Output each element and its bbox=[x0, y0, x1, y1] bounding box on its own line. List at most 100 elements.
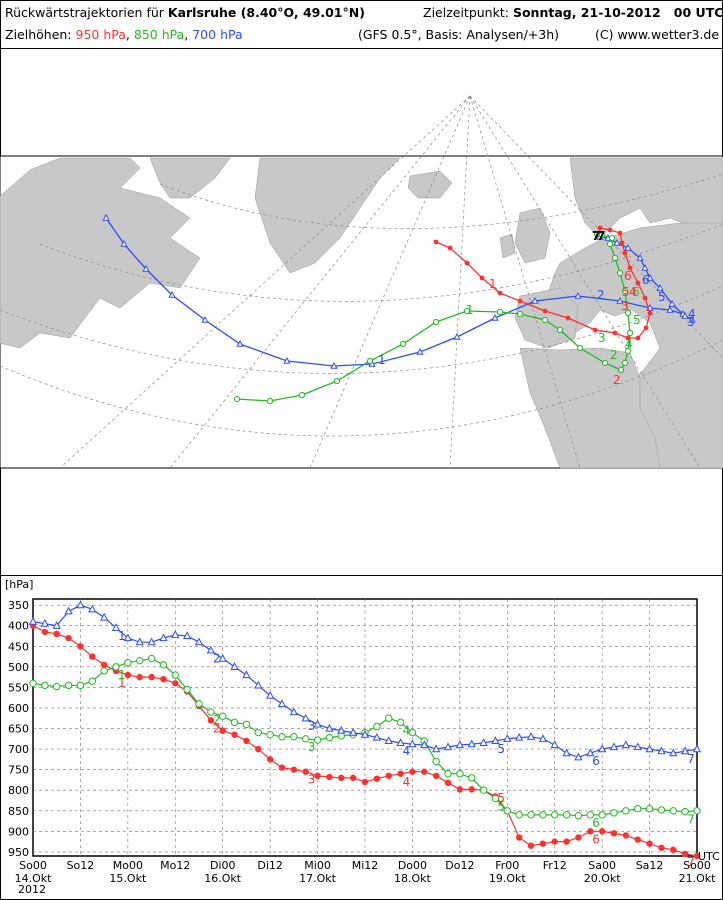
data-point bbox=[692, 744, 702, 753]
trajectory-point bbox=[236, 339, 244, 347]
data-point bbox=[313, 736, 322, 744]
y-tick-label: 600 bbox=[8, 702, 29, 715]
data-point bbox=[444, 779, 452, 787]
data-point bbox=[515, 834, 523, 841]
data-point bbox=[361, 778, 369, 786]
day-marker-label: 3 bbox=[308, 773, 316, 787]
map-day-label: 3 bbox=[621, 299, 629, 313]
data-point bbox=[219, 712, 227, 720]
data-point bbox=[526, 732, 536, 740]
day-marker-label: 1 bbox=[118, 668, 126, 682]
data-point bbox=[610, 809, 618, 817]
y-tick-label: 700 bbox=[8, 743, 29, 756]
map-day-label: 3 bbox=[687, 315, 695, 329]
trajectory-point bbox=[517, 298, 523, 304]
plot-grid bbox=[33, 599, 697, 856]
header: Rückwärtstrajektorien für Karlsruhe (8.4… bbox=[0, 0, 723, 49]
map-day-label: 6 bbox=[624, 269, 632, 283]
x-tick-label: Mo12 bbox=[160, 859, 190, 872]
map-day-label: 7 bbox=[597, 229, 605, 243]
trajectory-point bbox=[516, 310, 524, 318]
day-marker-label: 4 bbox=[403, 744, 411, 758]
y-tick-label: 900 bbox=[8, 825, 29, 838]
heights-line: Zielhöhen: 950 hPa, 850 hPa, 700 hPa bbox=[5, 27, 243, 42]
pressure-chart: [hPa] 350 400 450 500 550 600 650 700 750 800 850 9… bbox=[5, 578, 720, 896]
trajectory-point bbox=[624, 347, 632, 355]
trajectory-point bbox=[168, 290, 176, 298]
map-day-label: 7 bbox=[592, 229, 600, 243]
data-point bbox=[40, 619, 49, 627]
x-tick-label: So00 bbox=[19, 859, 47, 872]
data-point bbox=[610, 830, 618, 837]
data-point bbox=[159, 661, 168, 669]
day-marker-label: 6 bbox=[592, 754, 600, 768]
data-point bbox=[467, 739, 476, 748]
x-date-label: 16.Okt bbox=[204, 872, 242, 885]
meridian-line-6 bbox=[59, 95, 471, 469]
data-point bbox=[314, 772, 321, 780]
trajectory-point bbox=[656, 283, 664, 291]
meridian-line-7 bbox=[469, 95, 723, 359]
land-greenland bbox=[254, 157, 401, 274]
trajectory-point bbox=[432, 318, 440, 326]
trajectory-point bbox=[120, 239, 128, 247]
trajectory-point bbox=[491, 313, 499, 321]
data-point bbox=[621, 740, 630, 749]
trajectory-point bbox=[636, 253, 644, 261]
data-point bbox=[444, 770, 452, 778]
trajectory-point bbox=[621, 287, 629, 295]
data-point bbox=[432, 772, 440, 780]
data-point bbox=[207, 717, 215, 724]
data-point bbox=[172, 680, 179, 687]
heights-sep-1: , bbox=[125, 27, 130, 42]
data-point bbox=[266, 730, 274, 739]
location: Karlsruhe (8.40°O, 49.01°N) bbox=[167, 5, 365, 20]
data-point bbox=[670, 846, 677, 854]
trajectory-point bbox=[593, 230, 601, 238]
data-point bbox=[693, 807, 701, 815]
x-tick-label: Di00 bbox=[210, 859, 236, 872]
data-point bbox=[41, 681, 49, 690]
data-point bbox=[100, 667, 108, 675]
map-day-label: 4 bbox=[688, 307, 696, 321]
data-point bbox=[503, 734, 512, 742]
data-point bbox=[88, 677, 96, 685]
map-day-label: 2 bbox=[597, 288, 605, 302]
latitude-line-3 bbox=[39, 223, 723, 302]
data-point bbox=[443, 742, 453, 751]
trajectory-point bbox=[433, 239, 439, 245]
data-point bbox=[124, 659, 132, 667]
x-tick-label: Mo00 bbox=[113, 859, 143, 872]
y-tick-label: 650 bbox=[8, 723, 29, 736]
y-tick-label: 500 bbox=[8, 661, 29, 674]
day-marker-label: 7 bbox=[687, 752, 695, 766]
data-point bbox=[159, 633, 168, 642]
land-labrador bbox=[149, 157, 231, 199]
data-point bbox=[373, 775, 381, 782]
plot-series: 1 2 3 4 5 6 7 1 2 3 4 5 6 7 1 2 3 4 5 6 7 bbox=[28, 600, 702, 869]
data-point bbox=[598, 744, 607, 753]
map-graticule bbox=[0, 95, 723, 469]
x-date-label: 19.Okt bbox=[489, 872, 527, 885]
data-point bbox=[491, 736, 500, 744]
data-point bbox=[515, 811, 523, 819]
trajectory-point bbox=[627, 265, 633, 271]
data-point bbox=[385, 772, 392, 780]
data-point bbox=[349, 774, 357, 782]
data-point bbox=[633, 742, 642, 751]
data-point bbox=[76, 600, 85, 609]
x-tick-label: Sa12 bbox=[636, 859, 664, 872]
target-time: Sonntag, 21-10-2012 00 UTC bbox=[512, 5, 723, 20]
data-point bbox=[266, 690, 275, 699]
data-point bbox=[302, 768, 309, 775]
trajectory-point bbox=[366, 357, 374, 365]
height-850: 850 hPa bbox=[133, 27, 185, 42]
title-line: Rückwärtstrajektorien für Karlsruhe (8.4… bbox=[5, 5, 365, 20]
data-point bbox=[313, 719, 322, 728]
data-point bbox=[194, 637, 204, 646]
trajectory-point bbox=[635, 335, 641, 341]
meridian-line-5 bbox=[469, 95, 701, 469]
map-day-label: 6 bbox=[632, 285, 640, 299]
